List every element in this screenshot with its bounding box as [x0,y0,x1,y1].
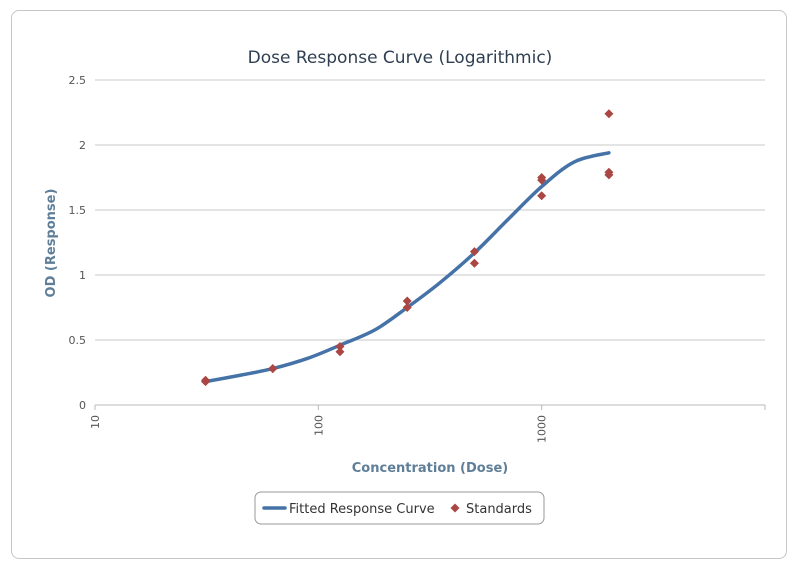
y-tick-label: 0 [79,399,86,412]
standards-point [268,364,278,374]
y-axis-title: OD (Response) [44,189,59,298]
x-tick-label: 1000 [536,415,549,443]
y-tick-label: 2 [79,139,86,152]
standards-point [201,377,211,387]
legend-label-fitted-curve: Fitted Response Curve [289,502,435,517]
x-tick-labels: 10 100 1000 [89,415,549,443]
standards-point [335,342,345,351]
legend: Fitted Response Curve Standards [254,491,545,525]
y-tick-label: 2.5 [69,74,87,87]
standards-point [469,258,479,268]
legend-diamond-marker [450,503,460,513]
y-tick-labels: 0 0.5 1 1.5 2 2.5 [69,74,87,412]
standards-point [402,296,412,306]
y-tick-label: 1.5 [69,204,87,217]
chart-title: Dose Response Curve (Logarithmic) [248,48,553,68]
standards-point [604,109,614,119]
y-tick-label: 0.5 [69,334,87,347]
y-tick-label: 1 [79,269,86,282]
x-tick-label: 10 [89,415,102,429]
x-axis-title: Concentration (Dose) [352,461,508,476]
grid-lines [95,79,765,341]
axes [94,404,766,410]
legend-label-standards: Standards [466,502,532,517]
standards-points [201,109,614,387]
standards-point [537,173,547,182]
standards-point [469,247,479,257]
legend-box [254,491,545,525]
chart-frame [11,10,787,559]
x-tick-label: 100 [312,415,325,436]
standards-point [335,347,345,357]
fitted-response-curve-line [203,151,611,384]
standards-point [604,167,614,177]
standards-point [537,191,547,201]
standards-point [402,303,412,312]
